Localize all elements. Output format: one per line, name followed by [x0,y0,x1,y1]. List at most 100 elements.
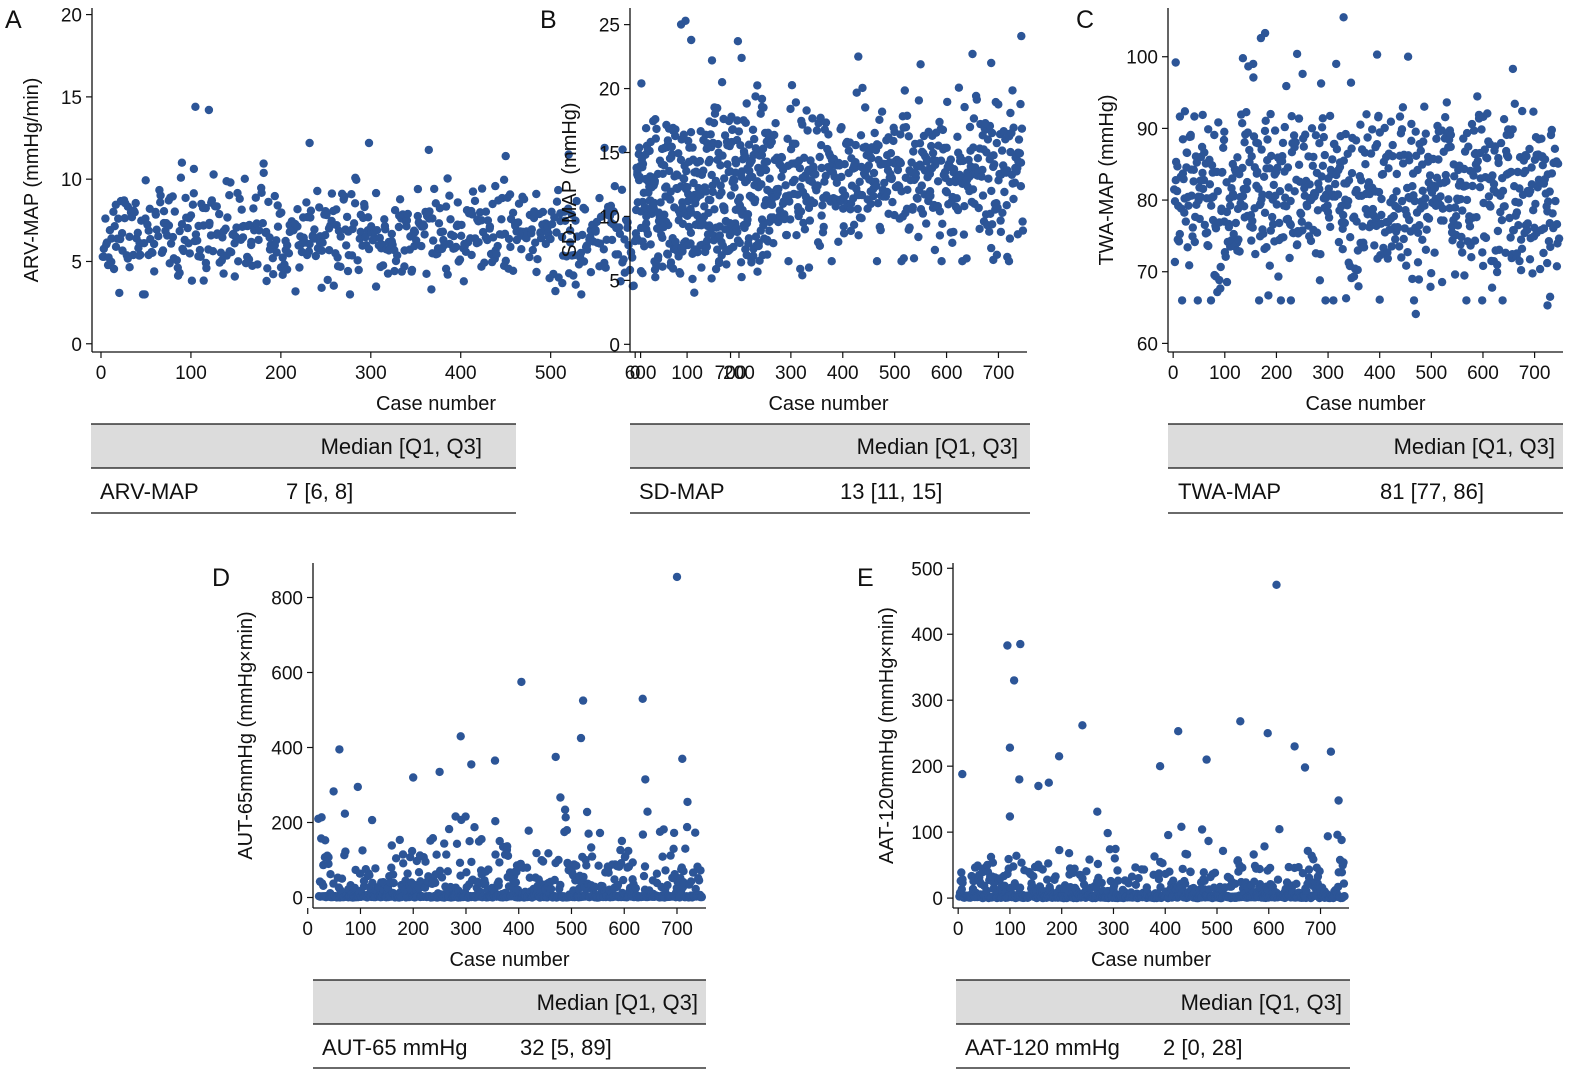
data-point [1427,269,1436,278]
data-point [1332,145,1342,154]
data-point [1315,139,1324,148]
data-point [1553,159,1563,168]
data-point [1384,164,1393,173]
data-point [501,151,510,161]
data-point [1017,31,1026,41]
data-point [1220,127,1229,136]
data-point [1300,763,1310,772]
data-point [1218,846,1228,856]
data-point [1508,64,1518,74]
data-point [336,232,345,241]
data-point [628,858,637,867]
data-point [168,232,178,242]
data-point [1253,139,1263,148]
data-point [1103,828,1112,838]
data-point [1285,253,1294,263]
y-axis-title: SD-MAP (mmHg) [559,102,581,257]
data-point [1391,235,1400,244]
data-point [751,92,760,101]
table-header: Median [Q1, Q3] [537,990,698,1015]
data-point [399,859,408,868]
data-point [552,228,561,237]
data-point [1450,270,1460,279]
data-point [1322,193,1331,202]
data-point [753,267,762,276]
data-point [1265,164,1274,173]
data-point [1395,112,1405,121]
data-point [389,878,398,888]
data-point [671,125,680,134]
data-point [1517,244,1527,253]
data-point [1219,143,1228,152]
data-point [576,248,586,258]
data-point [1293,240,1302,249]
data-point [340,192,349,201]
data-point [407,265,417,275]
data-point [354,265,363,275]
data-point [1393,223,1402,232]
data-point [552,197,562,206]
data-point [501,256,510,265]
data-point [1394,204,1403,213]
data-point [293,222,302,231]
data-point [343,266,353,276]
data-point [790,175,799,185]
data-point [908,203,917,212]
data-point [642,212,651,221]
x-tick-label: 200 [397,919,429,940]
data-point [900,86,909,95]
data-point [1421,245,1431,254]
data-point [125,232,134,241]
data-point [201,203,210,213]
data-point [1439,216,1448,225]
data-point [705,155,714,165]
data-point [969,114,979,123]
data-point [432,850,441,859]
y-axis-title: AUT-65mmHg (mmHg×min) [235,611,257,859]
data-point [1468,181,1477,191]
data-point [656,198,665,207]
data-point [722,260,731,269]
data-point [484,865,493,874]
data-point [964,155,973,165]
data-point [1462,195,1472,205]
data-point [355,869,365,878]
data-point [345,290,355,299]
data-point [564,150,573,159]
data-point [785,197,794,206]
data-point [1240,138,1249,147]
data-point [341,847,350,856]
data-point [204,105,214,115]
data-point [750,195,760,204]
data-point [918,209,928,218]
data-point [628,253,637,262]
data-point [1413,258,1423,267]
data-point [867,154,876,163]
data-point [443,270,452,279]
data-point [168,192,177,201]
data-point [763,250,772,259]
data-point [837,172,846,182]
data-point [181,193,190,203]
data-point [247,237,256,247]
data-point [664,166,674,176]
data-point [410,227,420,237]
data-point [704,195,713,204]
data-point [1296,209,1306,219]
data-point [978,165,987,175]
data-point [1548,209,1557,218]
data-point [152,225,161,234]
data-point [638,269,647,278]
table-header: Median [Q1, Q3] [1181,990,1342,1015]
data-point [427,285,436,294]
data-point [1432,134,1441,143]
data-point [663,881,672,890]
data-point [631,229,641,238]
data-point [1273,875,1283,884]
data-point [130,208,139,217]
data-point [1044,778,1054,787]
table-row-label: TWA-MAP [1178,479,1281,504]
table-row-value: 2 [0, 28] [1163,1035,1243,1060]
data-point [1316,250,1325,259]
data-point [461,812,470,821]
